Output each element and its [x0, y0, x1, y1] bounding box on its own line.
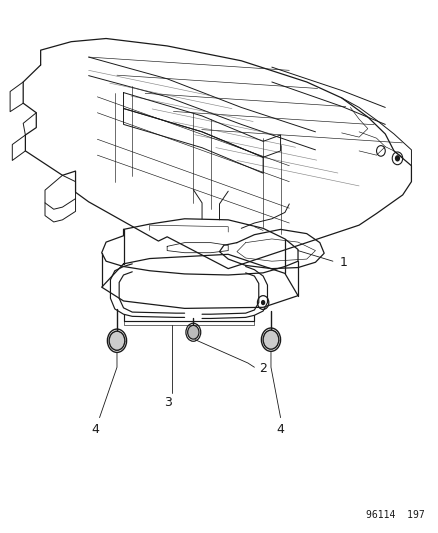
Text: 2: 2 [258, 362, 266, 375]
Text: 3: 3 [164, 397, 172, 409]
Text: 4: 4 [276, 423, 284, 436]
Circle shape [260, 300, 265, 305]
Text: 4: 4 [91, 423, 99, 436]
Circle shape [187, 325, 198, 339]
Circle shape [262, 330, 278, 349]
Circle shape [394, 155, 399, 161]
Text: 1: 1 [339, 256, 346, 269]
Text: 96114  197: 96114 197 [365, 510, 424, 520]
Circle shape [109, 331, 124, 350]
